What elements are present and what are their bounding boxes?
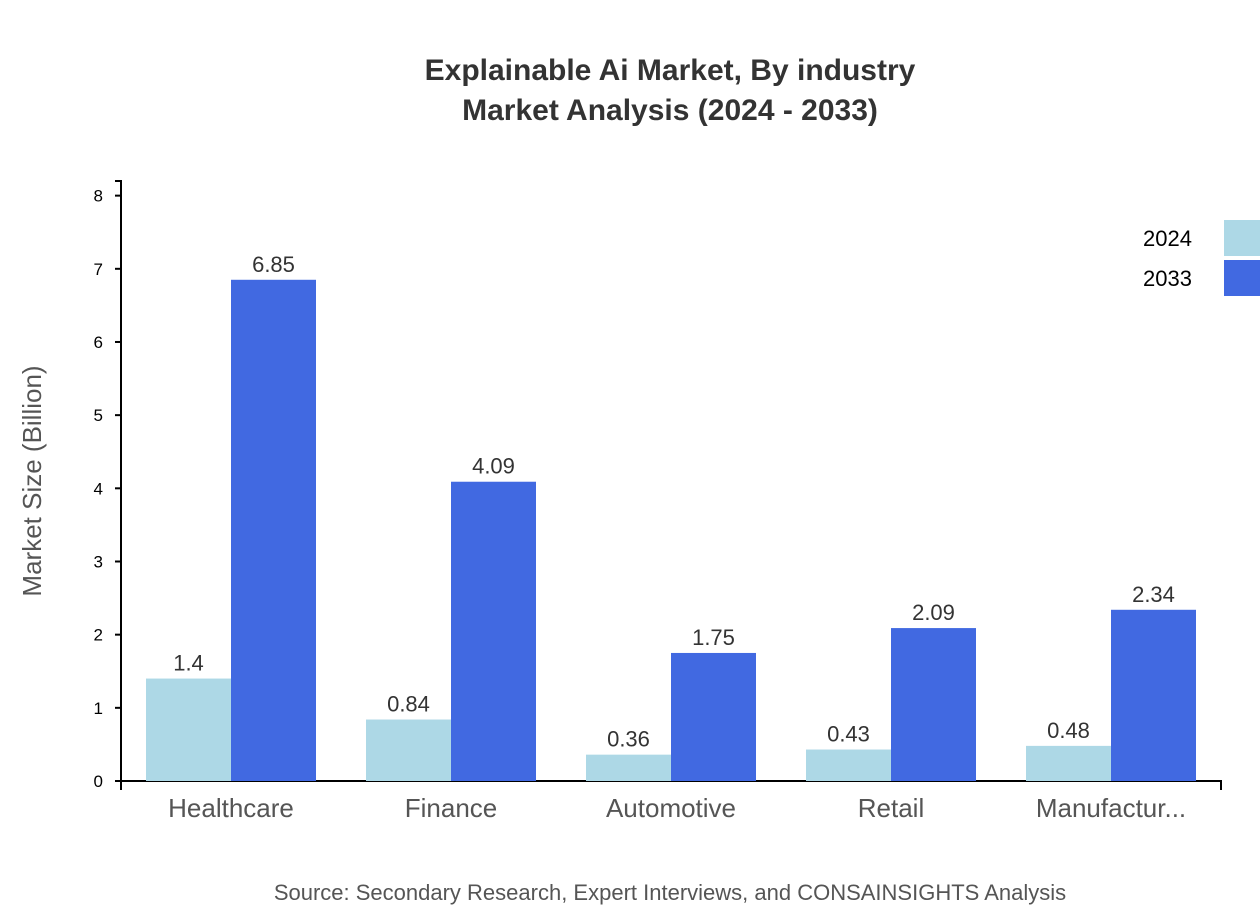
bar-2033-healthcare — [231, 279, 316, 781]
x-tick-label: Finance — [405, 793, 498, 823]
bar-2024-automotive — [586, 754, 671, 781]
x-tick-label: Healthcare — [168, 793, 294, 823]
bar-2024-finance — [366, 719, 451, 781]
data-label: 1.75 — [692, 625, 735, 650]
chart-subtitle: Market Analysis (2024 - 2033) — [462, 94, 878, 127]
legend-swatch-2024 — [1224, 220, 1260, 256]
data-label: 4.09 — [472, 454, 515, 479]
bar-2033-manufactur — [1111, 609, 1196, 781]
legend-label-2033: 2033 — [1143, 266, 1192, 291]
source-note: Source: Secondary Research, Expert Inter… — [274, 880, 1066, 905]
y-tick-label: 3 — [94, 552, 103, 571]
y-tick-label: 2 — [94, 626, 103, 645]
bar-2024-healthcare — [146, 678, 231, 781]
x-tick-label: Automotive — [606, 793, 736, 823]
y-axis: 0 1 2 3 4 5 6 7 8 — [94, 180, 122, 791]
data-label: 2.34 — [1132, 582, 1175, 607]
y-tick-label: 7 — [94, 260, 103, 279]
chart-title: Explainable Ai Market, By industry — [425, 54, 916, 87]
bar-2033-automotive — [671, 652, 756, 781]
bar-2024-retail — [806, 749, 891, 781]
bars: 1.4 6.85 0.84 4.09 0.36 1.75 0.43 2.09 0.48 2.34 — [146, 252, 1196, 781]
data-label: 2.09 — [912, 600, 955, 625]
y-tick-label: 8 — [94, 187, 103, 206]
data-label: 1.4 — [173, 651, 204, 676]
y-tick-label: 6 — [94, 333, 103, 352]
x-axis: Healthcare Finance Automotive Retail Manufac… — [120, 780, 1222, 823]
y-tick-label: 4 — [94, 479, 103, 498]
legend-swatch-2033 — [1224, 260, 1260, 296]
y-axis-label: Market Size (Billion) — [17, 365, 47, 596]
y-tick-label: 0 — [94, 772, 103, 791]
data-label: 0.43 — [827, 722, 870, 747]
y-tick-label: 5 — [94, 406, 103, 425]
y-tick-label: 1 — [94, 699, 103, 718]
bar-2033-finance — [451, 481, 536, 781]
x-axis-line — [120, 780, 1222, 790]
legend: 2024 2033 — [1143, 220, 1260, 296]
data-label: 0.48 — [1047, 718, 1090, 743]
legend-label-2024: 2024 — [1143, 226, 1192, 251]
x-tick-label: Retail — [858, 793, 924, 823]
y-axis-line — [115, 180, 122, 782]
data-label: 6.85 — [252, 252, 295, 277]
data-label: 0.36 — [607, 727, 650, 752]
bar-2024-manufactur — [1026, 745, 1111, 781]
bar-2033-retail — [891, 628, 976, 781]
x-tick-label: Manufactur... — [1036, 793, 1186, 823]
data-label: 0.84 — [387, 692, 430, 717]
